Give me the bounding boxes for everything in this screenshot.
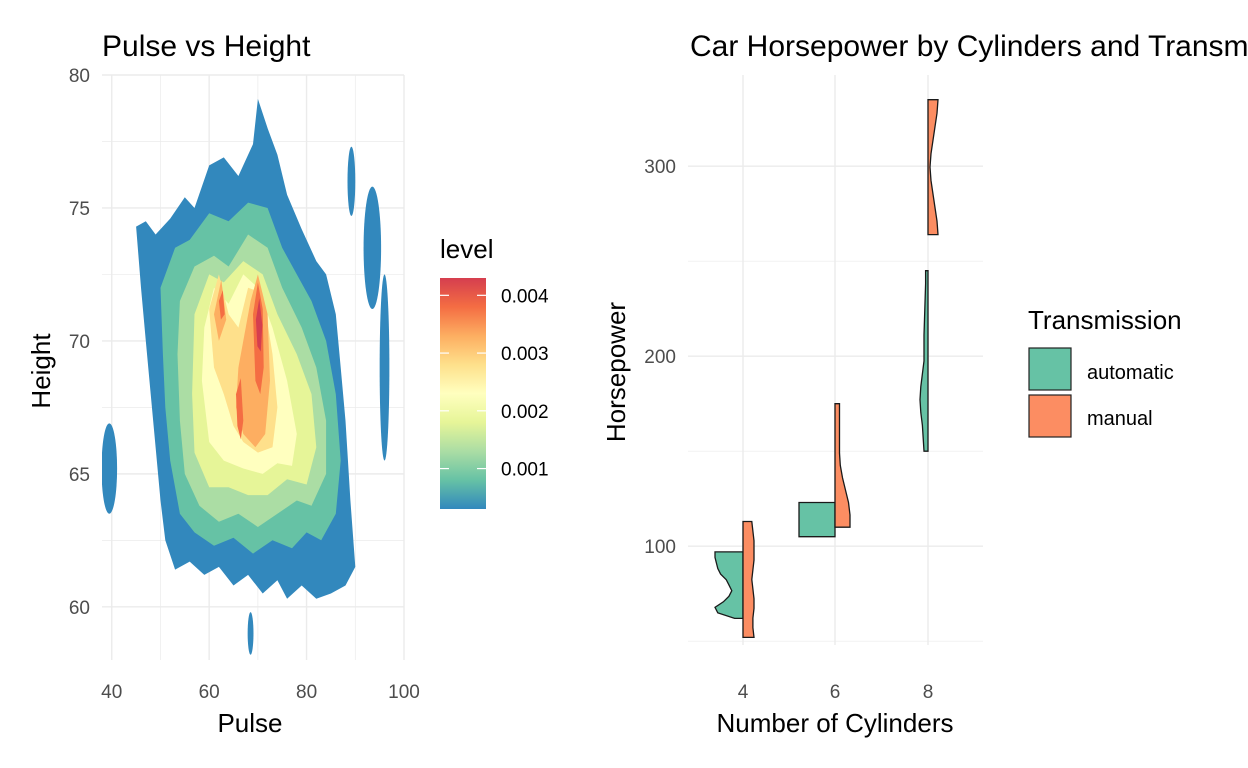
density-contours <box>102 98 390 655</box>
contour-x-tick-label: 80 <box>296 682 317 703</box>
legend-label-automatic: automatic <box>1087 362 1174 384</box>
violin-automatic-cyl-8 <box>919 270 929 452</box>
contour-level-1-islet <box>102 423 118 514</box>
transmission-legend: Transmission automatic manual <box>1028 305 1182 438</box>
level-colorbar <box>440 278 486 509</box>
level-legend-tick-label: 0.003 <box>501 344 549 365</box>
contour-level-1-islet <box>363 186 382 309</box>
contour-level-1-islet <box>247 612 254 655</box>
contour-y-tick-labels: 60 65 70 75 80 <box>69 66 90 619</box>
legend-label-manual: manual <box>1087 408 1153 430</box>
level-legend-title: level <box>440 234 493 264</box>
violin-y-tick-labels: 100 200 300 <box>644 157 676 558</box>
contour-level-1-islet <box>379 274 390 461</box>
violin-automatic-cyl-6 <box>798 501 836 538</box>
violin-x-tick-label: 4 <box>738 682 749 703</box>
transmission-legend-title: Transmission <box>1028 305 1182 335</box>
violin-y-axis-label: Horsepower <box>601 302 631 443</box>
contour-title: Pulse vs Height <box>102 30 311 63</box>
violin-x-tick-labels: 4 6 8 <box>738 682 934 703</box>
level-legend-tick-label: 0.002 <box>501 402 549 423</box>
violin-y-tick-label: 100 <box>644 537 676 558</box>
violin-x-axis-label: Number of Cylinders <box>717 708 954 738</box>
legend-key-automatic <box>1028 347 1072 391</box>
violin-title: Car Horsepower by Cylinders and Transmis… <box>690 30 1248 63</box>
violin-x-tick-label: 6 <box>830 682 841 703</box>
level-legend-ticks: 0.001 0.002 0.003 0.004 <box>440 286 549 481</box>
contour-y-tick-label: 70 <box>69 332 90 353</box>
contour-x-tick-label: 60 <box>199 682 220 703</box>
contour-level-8 <box>218 290 225 320</box>
contour-x-tick-labels: 40 60 80 100 <box>101 682 420 703</box>
level-legend-tick-label: 0.001 <box>501 460 549 481</box>
contour-y-tick-label: 80 <box>69 66 90 87</box>
violin-manual-cyl-4 <box>742 520 755 639</box>
violin-shapes <box>714 99 939 639</box>
contour-y-axis-label: Height <box>26 333 56 409</box>
violin-x-tick-label: 8 <box>923 682 934 703</box>
contour-x-tick-label: 100 <box>388 682 420 703</box>
contour-y-tick-label: 60 <box>69 598 90 619</box>
violin-y-tick-label: 300 <box>644 157 676 178</box>
contour-level-8 <box>236 378 244 440</box>
level-legend: level 0.001 0.002 0.003 0.004 <box>440 234 549 509</box>
contour-x-axis-label: Pulse <box>217 708 282 738</box>
contour-y-tick-label: 65 <box>69 465 90 486</box>
level-legend-tick-label: 0.004 <box>501 286 549 307</box>
contour-y-tick-label: 75 <box>69 199 90 220</box>
contour-x-tick-label: 40 <box>101 682 122 703</box>
violin-panel: Car Horsepower by Cylinders and Transmis… <box>601 30 1248 738</box>
violin-y-tick-label: 200 <box>644 347 676 368</box>
contour-level-9 <box>255 298 263 352</box>
legend-key-manual <box>1028 394 1072 438</box>
violin-automatic-cyl-4 <box>714 551 744 620</box>
contour-level-1-islet <box>347 146 356 216</box>
violin-manual-cyl-6 <box>834 403 851 528</box>
violin-manual-cyl-8 <box>927 99 939 236</box>
contour-panel: Pulse vs Height 60 65 70 75 80 40 60 80 100 Pul… <box>26 30 420 738</box>
